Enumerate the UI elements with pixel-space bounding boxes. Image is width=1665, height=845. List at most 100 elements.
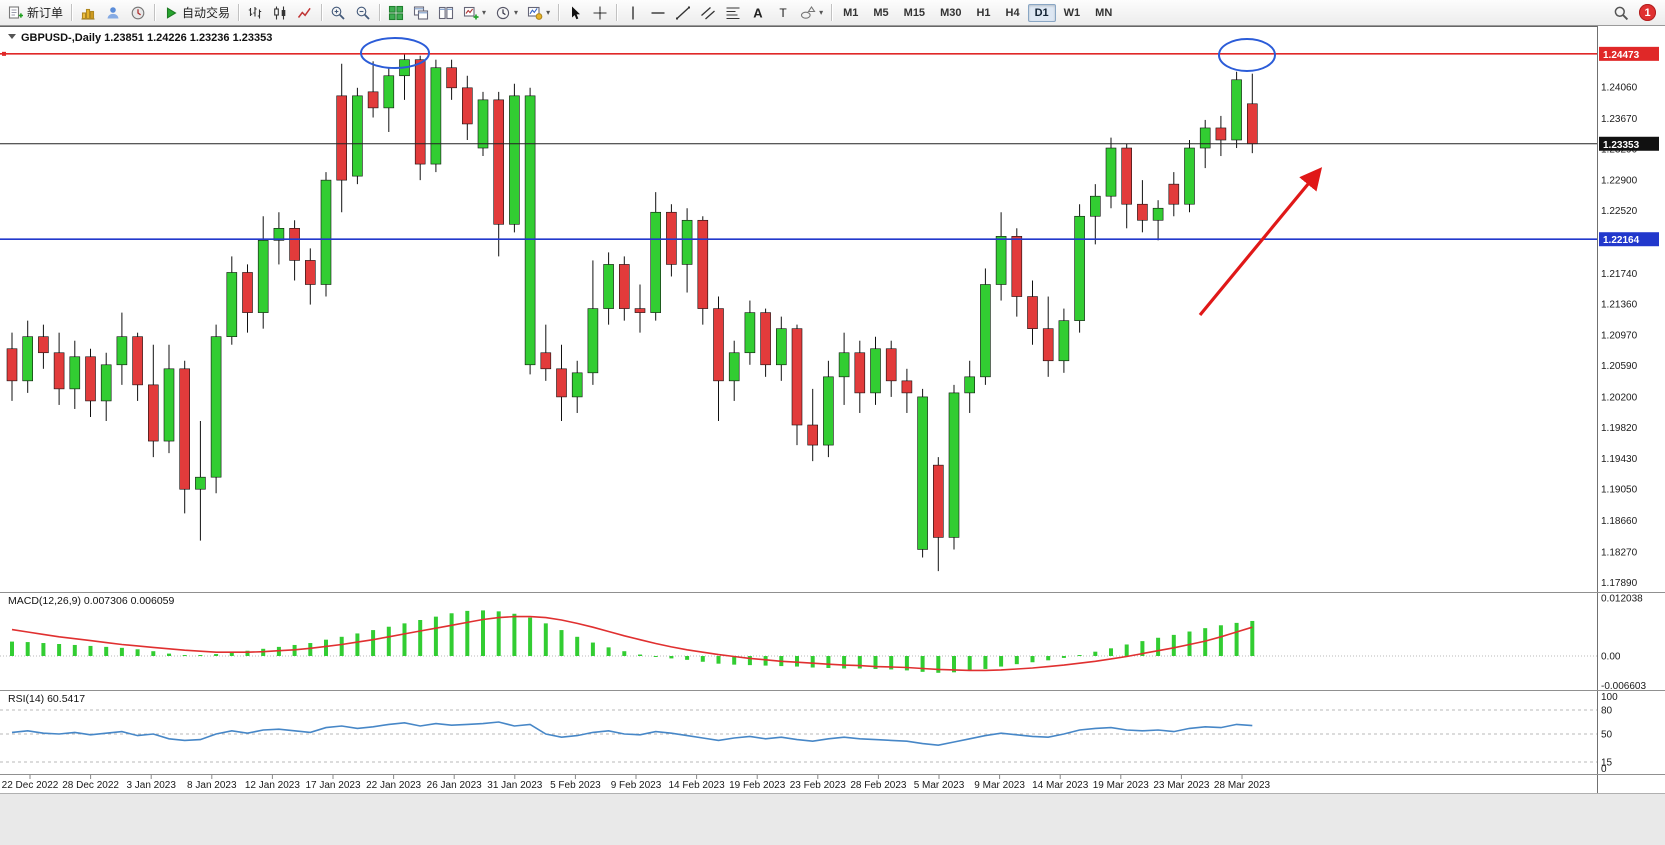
date-label: 23 Feb 2023 xyxy=(790,780,847,791)
cascade-windows-icon[interactable] xyxy=(409,1,433,24)
candlesticks-icon[interactable] xyxy=(268,1,292,24)
timeframe-m5[interactable]: M5 xyxy=(873,6,889,19)
timeframe-d1[interactable]: D1 xyxy=(1027,3,1056,22)
candle xyxy=(995,212,1007,301)
trend-arrow[interactable] xyxy=(1198,167,1323,317)
shapes-icon[interactable]: ▾ xyxy=(796,1,827,24)
candle xyxy=(148,344,159,458)
timeframe-h4[interactable]: H4 xyxy=(1005,6,1020,19)
macd-bar xyxy=(606,647,611,656)
new-order-button[interactable]: 新订单 xyxy=(4,1,67,24)
vertical-line-icon[interactable] xyxy=(621,1,645,24)
date-label: 9 Mar 2023 xyxy=(974,780,1025,791)
periods-icon[interactable]: ▾ xyxy=(491,1,522,24)
macd-bar xyxy=(1093,651,1098,656)
candle xyxy=(22,320,34,393)
profiles-icon[interactable] xyxy=(101,1,125,24)
price-axis-label: 1.21360 xyxy=(1601,299,1638,310)
line-chart-icon[interactable] xyxy=(293,1,317,24)
candle xyxy=(1090,184,1101,245)
price-axis[interactable] xyxy=(1598,26,1665,793)
price-axis-label: 1.17890 xyxy=(1601,578,1638,589)
macd-bar xyxy=(559,630,564,656)
resistance-line-handle[interactable] xyxy=(2,51,6,56)
candle xyxy=(587,260,599,385)
macd-bar xyxy=(904,656,909,671)
text-label-icon[interactable]: T xyxy=(771,1,795,24)
candle xyxy=(257,216,269,329)
macd-bar xyxy=(57,644,62,656)
date-label: 9 Feb 2023 xyxy=(611,780,662,791)
macd-bar xyxy=(1156,637,1161,656)
rsi-axis-label: 0 xyxy=(1601,764,1607,775)
timeframe-m1[interactable]: M1 xyxy=(843,6,859,19)
templates-icon[interactable]: ▾ xyxy=(523,1,554,24)
candle xyxy=(1215,115,1227,157)
ellipse-annotation-2[interactable] xyxy=(1218,38,1276,72)
chart-collapse-icon[interactable] xyxy=(8,34,16,39)
bars-icon[interactable] xyxy=(243,1,267,24)
candle xyxy=(1231,71,1242,149)
date-label: 22 Jan 2023 xyxy=(366,780,421,791)
candle xyxy=(540,324,552,381)
zoom-out-icon[interactable] xyxy=(351,1,375,24)
market-watch-icon[interactable] xyxy=(126,1,150,24)
macd-bar xyxy=(590,642,595,656)
candle xyxy=(226,256,238,345)
channel-icon[interactable] xyxy=(696,1,720,24)
tile-vertical-icon[interactable] xyxy=(434,1,458,24)
price-axis-label: 1.18660 xyxy=(1601,516,1638,527)
macd-bar xyxy=(481,610,485,656)
macd-bar xyxy=(936,656,941,673)
candle xyxy=(1137,180,1148,233)
macd-bar xyxy=(1124,644,1129,656)
notification-badge[interactable]: 1 xyxy=(1639,4,1656,21)
candle xyxy=(1027,280,1038,345)
search-icon[interactable] xyxy=(1609,1,1633,24)
macd-bar xyxy=(512,613,517,656)
rsi-axis-label: 80 xyxy=(1601,706,1613,717)
timeframe-w1[interactable]: W1 xyxy=(1063,6,1081,19)
timeframe-h1[interactable]: H1 xyxy=(976,6,991,19)
autotrading-button[interactable]: 自动交易 xyxy=(159,1,234,24)
ellipse-annotation-1[interactable] xyxy=(360,37,430,69)
new-chart-icon[interactable] xyxy=(76,1,100,24)
date-label: 26 Jan 2023 xyxy=(427,780,482,791)
macd-bar xyxy=(339,636,344,656)
text-icon[interactable]: A xyxy=(746,1,770,24)
candle xyxy=(336,63,348,213)
candle xyxy=(85,348,96,417)
date-label: 31 Jan 2023 xyxy=(487,780,542,791)
macd-bar xyxy=(920,656,925,672)
macd-bar xyxy=(25,642,30,656)
time-axis[interactable]: 22 Dec 2022 28 Dec 2022 3 Jan 2023 8 Jan 20… xyxy=(2,775,1271,791)
timeframe-m15[interactable]: M15 xyxy=(903,6,926,19)
date-label: 5 Mar 2023 xyxy=(914,780,965,791)
fibonacci-icon[interactable] xyxy=(721,1,745,24)
macd-bar xyxy=(763,656,768,666)
macd-bar xyxy=(1218,625,1223,656)
tile-windows-icon[interactable] xyxy=(384,1,408,24)
zoom-in-icon[interactable] xyxy=(326,1,350,24)
chart-window[interactable]: 1.240601.236701.232901.229001.225201.221… xyxy=(0,26,1665,845)
svg-text:1.24473: 1.24473 xyxy=(1603,50,1640,61)
macd-bar xyxy=(1030,656,1035,663)
candle xyxy=(838,332,850,405)
timeframe-m30[interactable]: M30 xyxy=(940,6,962,19)
trendline-icon[interactable] xyxy=(671,1,695,24)
macd-bar xyxy=(967,656,972,671)
timeframe-mn[interactable]: MN xyxy=(1095,6,1113,19)
toolbar-separator xyxy=(71,4,73,21)
macd-bar xyxy=(1250,620,1255,656)
cursor-icon[interactable] xyxy=(563,1,587,24)
toolbar-separator xyxy=(321,4,323,21)
crosshair-icon[interactable] xyxy=(588,1,612,24)
horizontal-line-icon[interactable] xyxy=(646,1,670,24)
candle xyxy=(807,388,819,462)
macd-bar xyxy=(496,611,501,656)
macd-bar xyxy=(465,610,470,656)
candle xyxy=(634,284,646,333)
add-chart-icon[interactable]: ▾ xyxy=(459,1,490,24)
macd-label: MACD(12,26,9) 0.007306 0.006059 xyxy=(8,595,175,607)
candle xyxy=(6,332,18,401)
